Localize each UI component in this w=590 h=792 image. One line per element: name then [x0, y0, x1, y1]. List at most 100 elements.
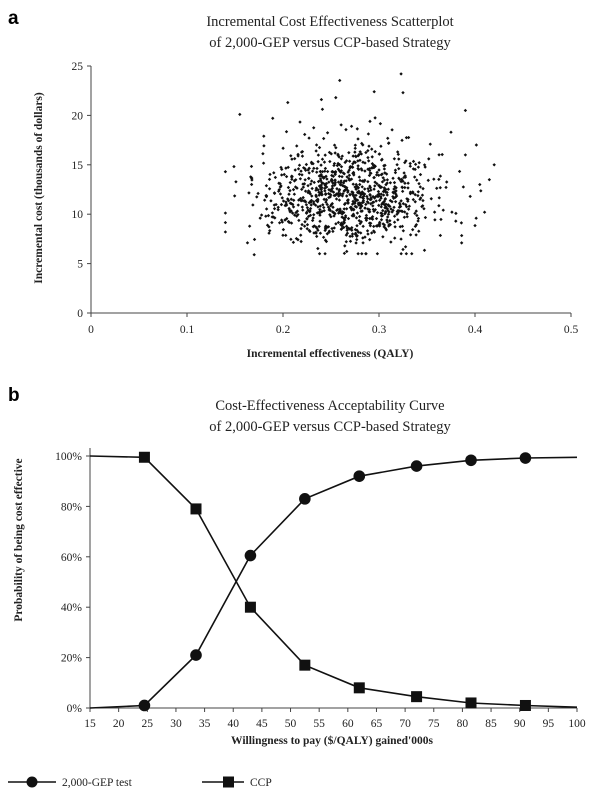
chart-b-title-line2: of 2,000-GEP versus CCP-based Strategy	[209, 419, 451, 435]
chart-a-point	[322, 175, 326, 180]
chart-a-point	[309, 198, 314, 203]
chart-a-point	[401, 229, 406, 233]
chart-a-point	[379, 173, 383, 177]
chart-a-point	[267, 177, 272, 182]
chart-a-point	[396, 218, 400, 222]
chart-a-point	[339, 169, 344, 173]
chart-a-point	[281, 199, 286, 203]
chart-a-point	[378, 185, 383, 190]
chart-a-point	[387, 210, 391, 214]
chart-a-point	[311, 224, 315, 229]
chart-a-point	[301, 166, 306, 170]
chart-a-point	[295, 144, 299, 148]
chart-a-point	[437, 153, 441, 157]
chart-a-point	[373, 116, 377, 120]
chart-a-point	[305, 223, 310, 227]
chart-a-point	[281, 227, 286, 232]
series-ccp-point	[244, 601, 256, 613]
chart-a-point	[345, 175, 349, 179]
chart-a-point	[346, 198, 350, 203]
chart-a-point	[370, 147, 374, 151]
chart-a-point	[279, 184, 283, 188]
chart-a-point	[336, 207, 340, 212]
chart-a-point	[284, 233, 288, 238]
chart-a-point	[297, 163, 302, 167]
chart-a-point	[405, 214, 409, 219]
chart-b-x-tick-label: 25	[142, 718, 154, 730]
chart-a-point	[355, 233, 359, 238]
chart-a-title-line1: Incremental Cost Effectiveness Scatterpl…	[206, 14, 453, 30]
chart-a-point	[350, 190, 354, 194]
chart-a-point	[384, 172, 389, 176]
chart-a-point	[287, 220, 291, 224]
chart-a-point	[267, 231, 271, 235]
chart-a-point	[317, 193, 321, 197]
chart-a-point	[393, 199, 398, 204]
chart-a-point	[383, 203, 387, 207]
chart-a-point	[392, 205, 396, 209]
chart-a-point	[422, 248, 427, 252]
chart-a-point	[388, 198, 393, 203]
chart-a-point	[414, 233, 418, 237]
chart-a-point	[266, 213, 271, 218]
chart-a-point	[324, 200, 328, 204]
chart-a-point	[413, 192, 417, 197]
chart-a-point	[309, 182, 313, 186]
chart-a-point	[304, 162, 309, 167]
chart-a-point	[284, 174, 289, 179]
chart-a-point	[354, 193, 358, 198]
chart-a-point	[403, 245, 408, 249]
chart-a-point	[249, 175, 253, 179]
chart-a-point	[492, 163, 496, 167]
chart-a-point	[264, 207, 269, 211]
chart-a-point	[385, 193, 389, 197]
series-ccp-point	[353, 682, 365, 694]
chart-a-point	[317, 190, 321, 195]
chart-b-x-tick-label: 80	[457, 718, 469, 730]
chart-a-point	[399, 199, 403, 203]
chart-a-point	[416, 190, 420, 194]
chart-a-point	[334, 146, 338, 150]
chart-a-point	[372, 187, 376, 191]
chart-a-point	[366, 148, 370, 153]
chart-a-point	[395, 163, 399, 167]
chart-a-point	[356, 154, 360, 158]
chart-a-point	[340, 174, 344, 179]
chart-a-point	[337, 194, 341, 198]
chart-a-point	[320, 169, 325, 174]
chart-a-point	[286, 100, 290, 105]
chart-a-point	[300, 187, 304, 192]
chart-a-point	[343, 160, 347, 165]
chart-a-point	[367, 237, 372, 242]
chart-a-point	[317, 224, 321, 229]
chart-a-point	[322, 160, 327, 164]
chart-a-point	[323, 186, 327, 191]
chart-a-point	[393, 195, 398, 200]
chart-a-point	[416, 193, 420, 198]
chart-a-y-axis-label: Incremental cost (thousands of dollars)	[33, 92, 45, 284]
chart-a-point	[285, 216, 289, 221]
chart-a-point	[423, 215, 428, 220]
chart-a-point	[413, 167, 417, 172]
chart-a-point	[389, 207, 393, 211]
chart-a-point	[358, 195, 362, 199]
chart-a-point	[410, 227, 415, 232]
chart-a-point	[356, 164, 360, 168]
chart-a-point	[297, 198, 301, 202]
chart-a-point	[328, 195, 332, 199]
chart-a-point	[347, 173, 352, 177]
chart-a-y-tick-label: 10	[72, 209, 84, 221]
chart-a-point	[356, 137, 360, 141]
chart-a-point	[406, 181, 410, 185]
chart-a-point	[271, 116, 275, 121]
chart-a-point	[355, 237, 359, 242]
chart-a-point	[325, 202, 329, 207]
chart-a-point	[321, 181, 325, 186]
chart-a-point	[372, 165, 376, 170]
chart-a-point	[323, 183, 327, 188]
chart-a-point	[306, 176, 311, 181]
chart-a-point	[375, 170, 379, 175]
chart-b-x-tick-label: 75	[428, 718, 440, 730]
chart-a-point	[367, 144, 371, 148]
chart-a-point	[474, 216, 478, 220]
